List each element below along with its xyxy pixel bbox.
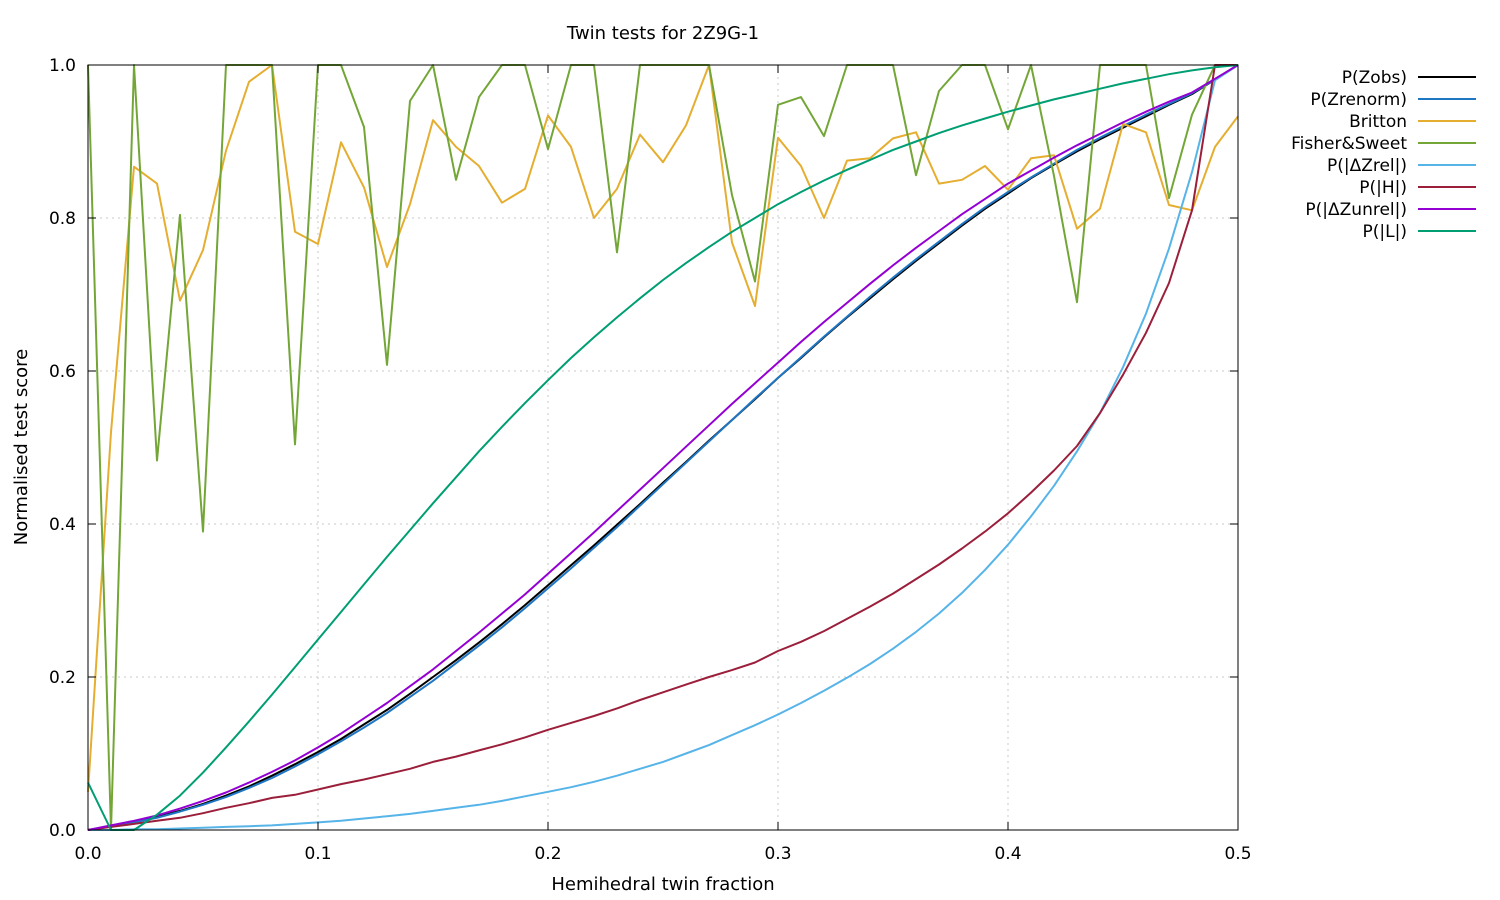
x-axis-label: Hemihedral twin fraction	[551, 874, 774, 895]
y-tick-label: 0.8	[49, 209, 76, 229]
series-line-6	[87, 64, 1239, 831]
series-line-3	[87, 64, 1238, 831]
x-tick-label: 0.3	[764, 844, 791, 864]
legend-label: P(Zrenorm)	[1310, 90, 1407, 110]
y-tick-label: 0.0	[49, 821, 76, 841]
y-tick-label: 0.6	[49, 362, 76, 382]
series-line-5	[87, 64, 1238, 831]
y-tick-label: 0.4	[49, 515, 76, 535]
y-tick-label: 1.0	[49, 56, 76, 76]
x-tick-label: 0.5	[1224, 844, 1251, 864]
series-lines	[87, 64, 1239, 831]
x-tick-label: 0.2	[534, 844, 561, 864]
legend-label: Britton	[1349, 112, 1407, 132]
axis-ticks	[87, 64, 1239, 831]
legend-label: P(Zobs)	[1342, 68, 1407, 88]
x-tick-label: 0.4	[994, 844, 1021, 864]
series-line-4	[88, 64, 1239, 831]
series-line-0	[87, 64, 1239, 831]
legend-label: P(|L|)	[1363, 222, 1407, 242]
y-tick-label: 0.2	[49, 668, 76, 688]
x-tick-label: 0.0	[74, 844, 101, 864]
plot-frame	[87, 64, 1239, 831]
grid-lines	[88, 65, 1238, 830]
x-tick-labels: 0.0 0.1 0.2 0.3 0.4 0.5	[74, 844, 1251, 864]
y-axis-label: Normalised test score	[11, 349, 32, 545]
legend-label: P(|ΔZunrel|)	[1305, 200, 1407, 220]
chart-title: Twin tests for 2Z9G-1	[566, 23, 759, 44]
series-line-2	[87, 64, 1239, 792]
legend: P(Zobs)P(Zrenorm)BrittonFisher&SweetP(|Δ…	[1291, 68, 1476, 242]
legend-label: Fisher&Sweet	[1291, 134, 1407, 154]
legend-label: P(|ΔZrel|)	[1327, 156, 1407, 176]
x-tick-label: 0.1	[304, 844, 331, 864]
y-tick-labels: 0.0 0.2 0.4 0.6 0.8 1.0	[49, 56, 76, 841]
series-line-1	[87, 64, 1239, 831]
series-line-7	[87, 64, 1239, 831]
legend-label: P(|H|)	[1359, 178, 1407, 198]
